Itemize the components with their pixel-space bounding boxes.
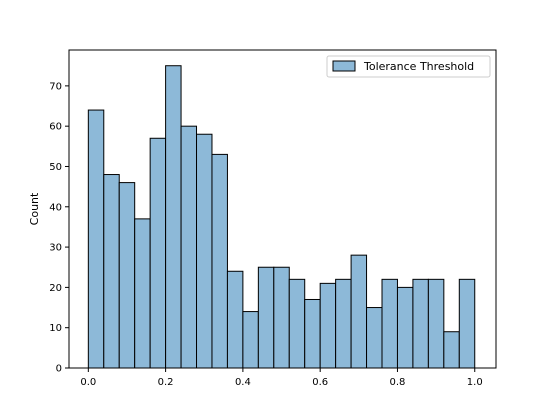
histogram-bar (134, 218, 151, 369)
y-tick-label: 70 (49, 81, 62, 92)
y-tick-label: 40 (49, 202, 62, 213)
x-tick-label: 0.0 (80, 377, 96, 388)
histogram-bar (87, 109, 105, 369)
histogram-bar (242, 311, 259, 369)
histogram-bar (257, 266, 275, 369)
histogram-bar (458, 278, 476, 369)
legend: Tolerance Threshold (326, 55, 491, 78)
legend-label: Tolerance Threshold (363, 60, 474, 73)
histogram-bar (350, 254, 368, 369)
y-tick-label: 10 (49, 323, 62, 334)
y-tick-label: 50 (49, 162, 62, 173)
histogram-bar (427, 278, 445, 369)
legend-swatch (332, 60, 356, 72)
histogram-bar (211, 153, 228, 369)
x-tick-label: 0.8 (390, 377, 406, 388)
y-tick-label: 60 (49, 122, 62, 133)
histogram-bar (304, 298, 321, 369)
y-axis-label: Count (28, 192, 41, 225)
x-tick-label: 0.4 (235, 377, 251, 388)
legend-box (326, 55, 491, 78)
histogram-bar (180, 125, 198, 369)
x-tick-label: 1.0 (467, 377, 483, 388)
x-tick-label: 0.6 (312, 377, 328, 388)
histogram-bar (196, 133, 213, 369)
x-axis: 0.0 0.2 0.4 0.6 0.8 1.0 (80, 368, 483, 388)
histogram-bar (443, 331, 460, 369)
histogram-bar (149, 137, 167, 369)
histogram-bar (226, 270, 244, 369)
histogram-bar (396, 286, 414, 369)
bars-group (87, 65, 476, 369)
y-tick-label: 30 (49, 243, 62, 254)
histogram-bar (335, 278, 352, 369)
y-axis: 0 10 20 30 40 50 60 70 (49, 81, 69, 375)
x-tick-label: 0.2 (158, 377, 174, 388)
histogram-bar (118, 182, 136, 369)
histogram-bar (366, 307, 383, 369)
plot-frame (68, 49, 497, 369)
histogram-bar (273, 266, 290, 369)
histogram-bar (165, 65, 182, 369)
histogram-bar (381, 278, 398, 369)
y-tick-label: 20 (49, 283, 62, 294)
histogram-bar (288, 278, 306, 369)
histogram-bar (103, 174, 120, 369)
histogram-bar (319, 282, 337, 369)
histogram-bar (412, 278, 429, 369)
y-tick-label: 0 (56, 364, 62, 375)
